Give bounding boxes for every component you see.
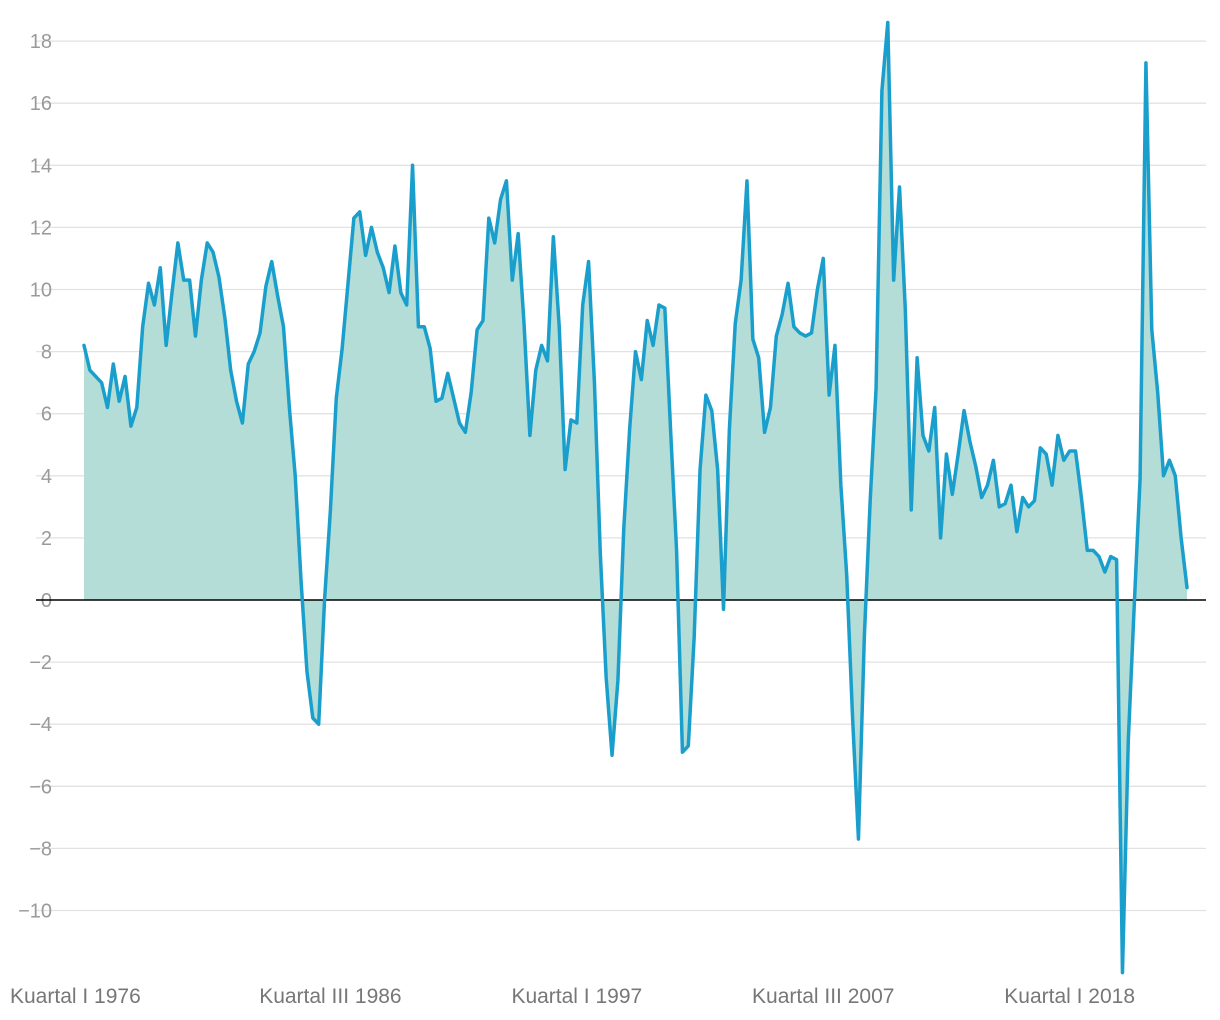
series-line <box>82 20 1189 975</box>
y-tick-label: −2 <box>29 652 52 674</box>
y-tick-label: 2 <box>41 528 52 550</box>
x-tick-label: Kuartal III 1986 <box>259 985 401 1008</box>
x-tick-label: Kuartal I 1976 <box>10 985 141 1008</box>
y-tick-label: −8 <box>29 838 52 860</box>
y-tick-label: 4 <box>41 466 52 488</box>
y-tick-label: 10 <box>30 280 52 302</box>
y-tick-label: 8 <box>41 342 52 364</box>
area-fill <box>84 22 1187 973</box>
y-tick-label: 18 <box>30 31 52 53</box>
y-tick-label: −6 <box>29 776 52 798</box>
x-tick-label: Kuartal III 2007 <box>752 985 894 1008</box>
y-tick-label: 0 <box>41 590 52 612</box>
x-axis-ticks: Kuartal I 1976 Kuartal III 1986 Kuartal I … <box>10 985 1135 1008</box>
x-tick-label: Kuartal I 2018 <box>1004 985 1135 1008</box>
y-tick-label: 6 <box>41 404 52 426</box>
y-tick-label: −4 <box>29 714 52 736</box>
y-tick-label: 14 <box>30 155 52 177</box>
x-tick-label: Kuartal I 1997 <box>511 985 642 1008</box>
y-tick-label: −10 <box>18 901 52 923</box>
y-axis-ticks: −10 −8 −6 −4 −2 0 2 4 6 8 10 12 14 16 18 <box>18 31 52 922</box>
y-tick-label: 12 <box>30 217 52 239</box>
y-tick-label: 16 <box>30 93 52 115</box>
